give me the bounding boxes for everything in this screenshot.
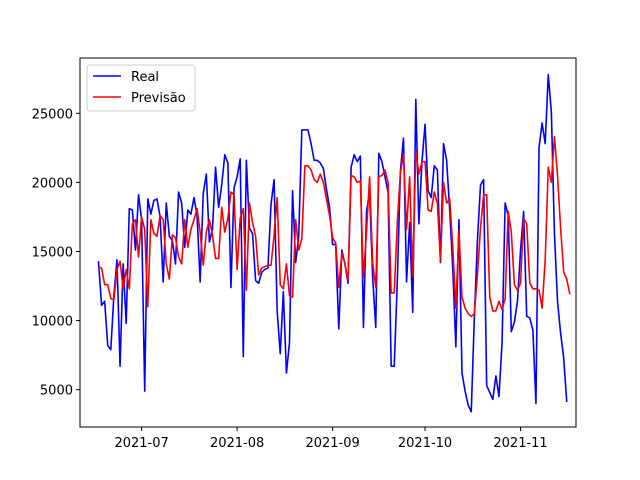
- y-tick-label: 15000: [32, 245, 73, 260]
- x-tick-label: 2021-07: [114, 436, 168, 451]
- legend: Real Previsão: [87, 65, 195, 111]
- y-tick-label: 10000: [32, 315, 73, 330]
- y-tick-label: 5000: [40, 384, 73, 399]
- x-tick-label: 2021-09: [305, 436, 359, 451]
- y-tick-label: 25000: [32, 107, 73, 122]
- x-tick-label: 2021-11: [493, 436, 547, 451]
- x-tick-label: 2021-10: [398, 436, 452, 451]
- y-tick-label: 20000: [32, 176, 73, 191]
- legend-label-previsao: Previsão: [131, 91, 186, 106]
- x-tick-label: 2021-08: [210, 436, 264, 451]
- legend-label-real: Real: [131, 70, 159, 85]
